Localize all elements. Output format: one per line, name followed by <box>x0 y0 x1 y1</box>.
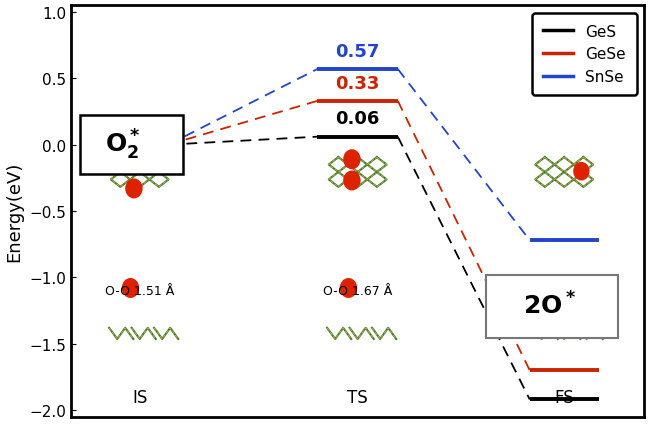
Text: $\mathbf{2O^*}$: $\mathbf{2O^*}$ <box>523 292 576 319</box>
Text: 0.33: 0.33 <box>335 75 380 92</box>
FancyBboxPatch shape <box>80 116 183 174</box>
Text: IS: IS <box>132 388 148 406</box>
FancyBboxPatch shape <box>486 275 618 339</box>
Y-axis label: Energy(eV): Energy(eV) <box>6 161 23 262</box>
Circle shape <box>341 279 356 298</box>
Circle shape <box>558 279 575 298</box>
Circle shape <box>344 150 360 169</box>
Text: TS: TS <box>347 388 368 406</box>
Circle shape <box>344 172 360 190</box>
Circle shape <box>126 140 142 158</box>
Text: O-O 3.78 Å: O-O 3.78 Å <box>529 284 599 297</box>
Circle shape <box>574 163 589 180</box>
Legend: GeS, GeSe, SnSe: GeS, GeSe, SnSe <box>532 14 637 95</box>
Text: $\mathbf{O_2^*}$: $\mathbf{O_2^*}$ <box>105 127 141 161</box>
Text: FS: FS <box>554 388 574 406</box>
Text: 0.06: 0.06 <box>335 110 380 128</box>
Circle shape <box>126 180 142 198</box>
Text: O-O 1.51 Å: O-O 1.51 Å <box>105 284 174 297</box>
Circle shape <box>122 279 138 298</box>
Text: O-O 1.67 Å: O-O 1.67 Å <box>323 284 393 297</box>
Text: 0.57: 0.57 <box>335 43 380 60</box>
